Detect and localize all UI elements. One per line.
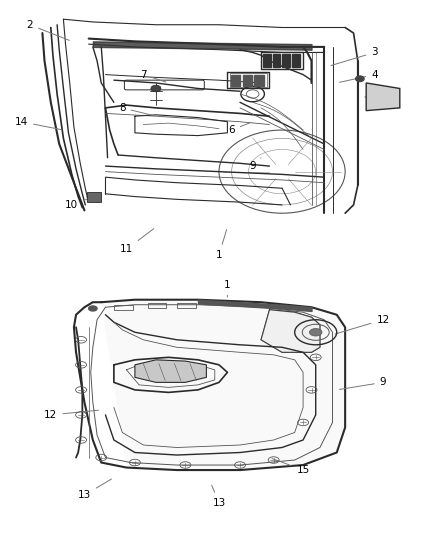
Polygon shape — [366, 83, 400, 111]
Bar — [263, 54, 271, 67]
Circle shape — [151, 85, 161, 92]
Bar — [87, 192, 101, 202]
Bar — [177, 303, 196, 309]
Circle shape — [356, 76, 364, 82]
Text: 7: 7 — [140, 70, 166, 82]
Bar — [231, 75, 240, 86]
Text: 13: 13 — [212, 485, 226, 507]
Text: 13: 13 — [78, 479, 112, 500]
Text: 10: 10 — [65, 195, 99, 210]
Polygon shape — [135, 360, 206, 382]
Bar — [254, 75, 264, 86]
Circle shape — [309, 328, 322, 336]
Text: 12: 12 — [335, 315, 390, 334]
Bar — [283, 54, 290, 67]
Text: 3: 3 — [331, 47, 378, 66]
Text: 14: 14 — [15, 117, 61, 130]
Text: 4: 4 — [339, 70, 378, 82]
Polygon shape — [261, 310, 320, 352]
Bar — [273, 54, 280, 67]
Text: 15: 15 — [272, 458, 310, 475]
Text: 9: 9 — [249, 158, 261, 171]
Circle shape — [88, 306, 97, 311]
Text: 6: 6 — [228, 123, 250, 135]
Bar — [114, 305, 133, 310]
Text: 11: 11 — [120, 229, 154, 254]
Text: 9: 9 — [339, 377, 386, 390]
Bar — [148, 303, 166, 309]
Text: 12: 12 — [44, 410, 99, 420]
Text: 1: 1 — [215, 230, 226, 260]
Bar — [243, 75, 252, 86]
Text: 8: 8 — [119, 103, 153, 116]
Polygon shape — [101, 300, 345, 470]
Text: 5: 5 — [365, 94, 399, 104]
Bar — [230, 73, 267, 87]
Bar — [292, 54, 300, 67]
Text: 1: 1 — [224, 280, 231, 297]
Text: 2: 2 — [26, 20, 69, 41]
